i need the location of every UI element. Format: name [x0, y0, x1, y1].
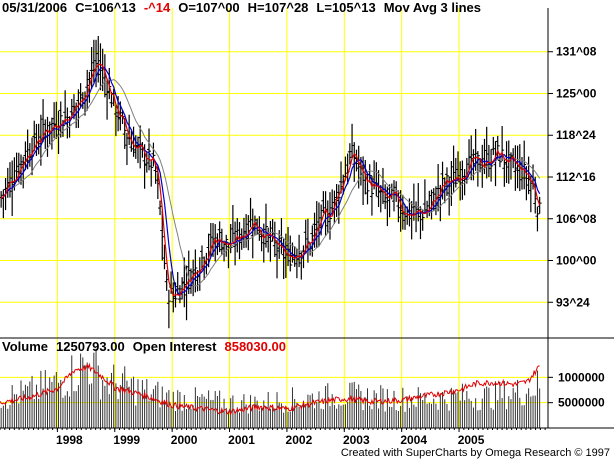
volume-tick-label: 5000000	[558, 396, 605, 410]
moving-average-slow	[0, 79, 541, 287]
price-tick-label: 131^08	[556, 45, 597, 59]
volume-bars	[0, 348, 541, 428]
year-tick-label: 2000	[171, 433, 198, 447]
header-close-label: C=	[75, 0, 93, 15]
volume-value: 1250793.00	[56, 339, 125, 354]
header-high: 107^28	[264, 0, 309, 15]
grid	[0, 8, 548, 428]
price-tick-label: 112^16	[556, 170, 596, 184]
header-change: -^14	[143, 0, 171, 15]
header-high-label: H=	[247, 0, 265, 15]
volume-header: Volume 1250793.00 Open Interest 858030.00	[2, 339, 286, 354]
header-date: 05/31/2006	[2, 0, 68, 15]
moving-average-fast	[0, 63, 541, 297]
moving-average-mid	[0, 66, 541, 297]
year-tick-label: 2002	[286, 433, 313, 447]
price-header: 05/31/2006 C=106^13 -^14 O=107^00 H=107^28 L=…	[2, 0, 481, 15]
year-tick-label: 1999	[113, 433, 140, 447]
open-interest-label: Open Interest	[132, 339, 217, 354]
header-study: Mov Avg 3 lines	[383, 0, 481, 15]
header-open-label: O=	[178, 0, 196, 15]
year-tick-label: 2003	[343, 433, 370, 447]
year-tick-label: 2005	[458, 433, 485, 447]
volume-tick-label: 1000000	[558, 370, 605, 384]
price-tick-label: 106^08	[556, 212, 597, 226]
year-tick-label: 2001	[228, 433, 255, 447]
price-tick-label: 93^24	[556, 295, 590, 309]
header-low: 105^13	[331, 0, 376, 15]
year-tick-label: 1998	[56, 433, 83, 447]
volume-label: Volume	[2, 339, 48, 354]
year-tick-label: 2004	[400, 433, 427, 447]
header-close: 106^13	[92, 0, 136, 15]
credit-footer: Created with SuperCharts by Omega Resear…	[340, 447, 610, 459]
price-tick-label: 125^00	[556, 86, 597, 100]
price-tick-label: 118^24	[556, 128, 596, 142]
header-open: 107^00	[195, 0, 240, 15]
open-interest-line	[0, 362, 540, 416]
open-interest-value: 858030.00	[224, 339, 286, 354]
price-tick-label: 100^00	[556, 254, 597, 268]
header-low-label: L=	[316, 0, 332, 15]
price-bars	[0, 35, 542, 329]
